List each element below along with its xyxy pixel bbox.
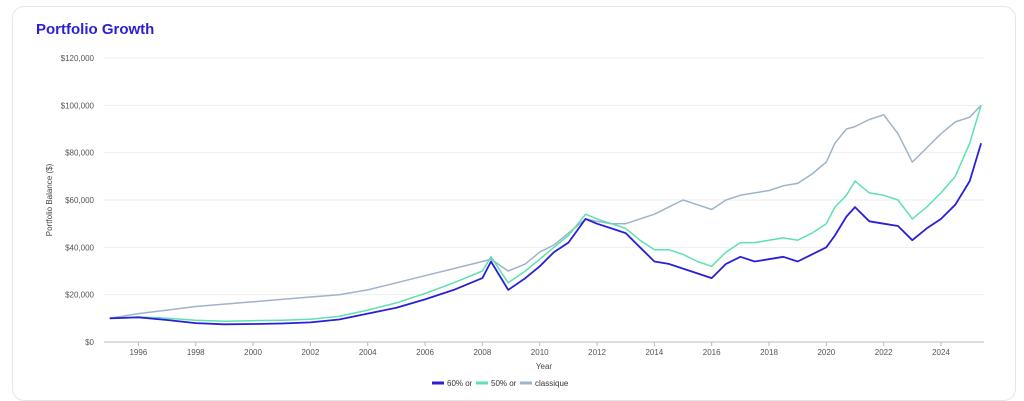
x-tick-label: 2000 (244, 348, 262, 357)
y-tick-label: $60,000 (65, 196, 94, 205)
x-tick-label: 2024 (932, 348, 950, 357)
y-tick-label: $100,000 (61, 101, 95, 110)
y-tick-label: $20,000 (65, 291, 94, 300)
x-tick-label: 2020 (817, 348, 835, 357)
x-axis-label: Year (536, 362, 553, 371)
x-tick-label: 1998 (187, 348, 205, 357)
y-tick-label: $0 (85, 338, 94, 347)
y-tick-label: $80,000 (65, 149, 94, 158)
chart-card (12, 6, 1016, 401)
legend-label: 60% or (447, 379, 473, 388)
x-tick-label: 2006 (416, 348, 434, 357)
chart-title: Portfolio Growth (36, 21, 155, 38)
x-tick-label: 2002 (301, 348, 319, 357)
series-line-50-or (109, 105, 982, 322)
series-line-60-or (109, 142, 982, 326)
x-tick-label: 2016 (703, 348, 721, 357)
x-tick-label: 2004 (359, 348, 377, 357)
x-tick-label: 2010 (531, 348, 549, 357)
x-tick-label: 1996 (129, 348, 147, 357)
y-axis-label: Portfolio Balance ($) (45, 163, 54, 236)
x-tick-label: 2012 (588, 348, 606, 357)
series-line-classique (109, 104, 982, 320)
x-tick-label: 2022 (875, 348, 893, 357)
legend-label: classique (535, 379, 569, 388)
y-tick-label: $120,000 (61, 54, 95, 63)
x-tick-label: 2014 (645, 348, 663, 357)
y-tick-label: $40,000 (65, 243, 94, 252)
x-tick-label: 2008 (473, 348, 491, 357)
legend-label: 50% or (491, 379, 517, 388)
x-tick-label: 2018 (760, 348, 778, 357)
